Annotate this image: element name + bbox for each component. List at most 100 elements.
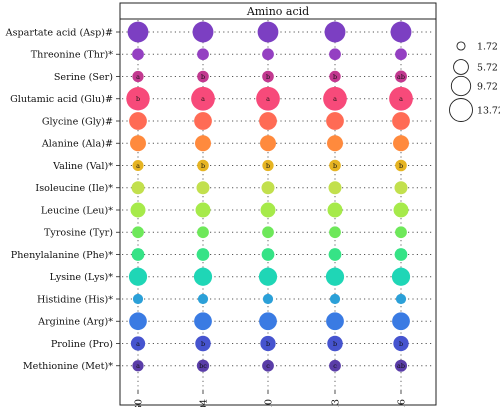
bubble	[132, 226, 144, 239]
bubble	[326, 112, 344, 130]
row-label: Proline (Pro)	[51, 339, 113, 350]
column-label: G004	[199, 399, 210, 407]
bubble	[261, 181, 275, 195]
bubble	[393, 135, 409, 152]
row-label: Alanine (Ala)#	[41, 139, 113, 150]
bubble	[260, 335, 276, 352]
bubble	[262, 159, 274, 172]
bubble	[257, 21, 279, 43]
bubble	[392, 312, 410, 331]
significance-letter: ab	[397, 73, 405, 81]
bubble	[327, 202, 343, 218]
significance-letter: a	[201, 95, 205, 103]
bubble	[196, 181, 210, 195]
significance-letter: b	[399, 162, 403, 170]
row-label: Leucine (Leu)*	[41, 205, 113, 216]
significance-letter: a	[399, 95, 403, 103]
row-label: Lysine (Lys)*	[50, 272, 114, 283]
significance-letter: b	[333, 162, 337, 170]
significance-letter: a	[333, 95, 337, 103]
bubble	[132, 48, 144, 61]
bubble	[395, 159, 407, 172]
bubble	[329, 226, 341, 239]
size-legend: 1.72 5.72 9.72 13.72	[449, 41, 500, 122]
bubble	[196, 359, 210, 372]
legend-circle	[453, 59, 469, 75]
significance-letter: b	[266, 73, 270, 81]
row-label: Histidine (His)*	[37, 294, 113, 305]
row-label: Phenylalanine (Phe)*	[11, 250, 113, 261]
significance-letter: c	[266, 362, 270, 370]
row-labels: Aspartate acid (Asp)# Threonine (Thr)* Ser…	[5, 27, 120, 372]
bubble	[130, 135, 146, 152]
bubble	[196, 248, 210, 261]
bubble	[324, 21, 346, 43]
significance-letter: a	[266, 95, 270, 103]
bubble	[262, 48, 274, 61]
bubble	[258, 267, 278, 286]
bubble	[390, 21, 412, 43]
bubble	[261, 248, 275, 261]
significance-letter: b	[201, 162, 205, 170]
bubble	[259, 312, 277, 331]
plot-frame	[119, 18, 437, 406]
row-label: Valine (Val)*	[52, 161, 113, 172]
bubble	[128, 267, 148, 286]
bubble	[262, 70, 274, 83]
legend-label: 1.72	[477, 41, 498, 52]
column-label: G010	[264, 399, 275, 407]
bubble	[262, 293, 274, 305]
bubble	[327, 135, 343, 152]
bubble	[394, 248, 408, 261]
row-label: Arginine (Arg)*	[37, 317, 113, 328]
bubble	[129, 312, 147, 331]
bubble	[329, 70, 341, 83]
bubble	[195, 202, 211, 218]
bubble	[197, 159, 209, 172]
bubble	[131, 181, 145, 195]
bubble	[129, 112, 147, 130]
significance-letter: b	[136, 95, 140, 103]
column-label: G016	[397, 399, 408, 407]
bubble	[329, 359, 341, 372]
significance-letter: b	[333, 73, 337, 81]
legend-label: 5.72	[477, 62, 498, 73]
legend-circle	[450, 75, 472, 97]
bubbles: a b b b abb a a a aa b b b ba b b b ba bc c c ab	[126, 21, 413, 372]
bubble	[329, 48, 341, 61]
row-label: Serine (Ser)	[54, 72, 113, 83]
row-label: Methionine (Met)*	[23, 361, 113, 372]
row-label: Glutamic acid (Glu)#	[10, 94, 113, 105]
bubble	[256, 86, 280, 111]
legend-label: 13.72	[477, 105, 500, 116]
bubble	[192, 21, 214, 43]
bubble	[394, 181, 408, 195]
significance-letter: b	[399, 340, 403, 348]
bubble	[130, 202, 146, 218]
bubble	[329, 293, 341, 305]
legend-label: 9.72	[477, 81, 498, 92]
bubble	[328, 248, 342, 261]
bubble	[194, 312, 212, 331]
bubble	[132, 293, 144, 305]
significance-letter: a	[136, 162, 140, 170]
bubble	[327, 335, 343, 352]
row-label: Aspartate acid (Asp)#	[5, 27, 113, 38]
significance-letter: c	[333, 362, 337, 370]
bubble	[395, 293, 407, 305]
bubble	[262, 226, 274, 239]
bubble	[260, 135, 276, 152]
bubble	[132, 360, 144, 372]
bubble	[127, 21, 149, 43]
bubble	[197, 226, 209, 239]
bubble	[260, 202, 276, 218]
column-label: G013	[331, 399, 342, 407]
significance-letter: b	[266, 162, 270, 170]
bubble	[326, 312, 344, 331]
significance-letter: b	[266, 340, 270, 348]
bubble	[195, 335, 211, 352]
grid-lines	[122, 20, 434, 390]
significance-letter: b	[201, 340, 205, 348]
bubble	[395, 48, 407, 61]
